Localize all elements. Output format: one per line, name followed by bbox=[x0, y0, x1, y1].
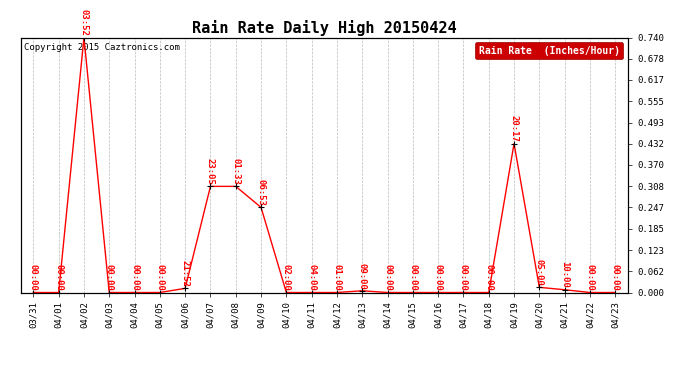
Text: 00:00: 00:00 bbox=[585, 264, 595, 291]
Text: 23:05: 23:05 bbox=[206, 158, 215, 185]
Text: 03:52: 03:52 bbox=[79, 9, 88, 36]
Text: 21:52: 21:52 bbox=[181, 260, 190, 287]
Text: 09:00: 09:00 bbox=[357, 262, 367, 290]
Text: 00:00: 00:00 bbox=[433, 264, 443, 291]
Title: Rain Rate Daily High 20150424: Rain Rate Daily High 20150424 bbox=[192, 20, 457, 36]
Text: 00:00: 00:00 bbox=[54, 264, 63, 291]
Text: 00:00: 00:00 bbox=[611, 264, 620, 291]
Text: 06:53: 06:53 bbox=[257, 179, 266, 206]
Text: 00:00: 00:00 bbox=[130, 264, 139, 291]
Text: 10:00: 10:00 bbox=[560, 261, 569, 288]
Text: 04:00: 04:00 bbox=[307, 264, 316, 291]
Text: 00:00: 00:00 bbox=[105, 264, 114, 291]
Text: 00:00: 00:00 bbox=[383, 264, 392, 291]
Text: 00:00: 00:00 bbox=[155, 264, 164, 291]
Text: Copyright 2015 Caztronics.com: Copyright 2015 Caztronics.com bbox=[23, 43, 179, 52]
Text: 00:00: 00:00 bbox=[484, 264, 493, 291]
Text: 01:33: 01:33 bbox=[231, 158, 240, 185]
Legend: Rain Rate  (Inches/Hour): Rain Rate (Inches/Hour) bbox=[475, 42, 623, 59]
Text: 00:00: 00:00 bbox=[408, 264, 417, 291]
Text: 20:17: 20:17 bbox=[509, 116, 519, 142]
Text: 00:00: 00:00 bbox=[459, 264, 468, 291]
Text: 01:00: 01:00 bbox=[333, 264, 342, 291]
Text: 05:00: 05:00 bbox=[535, 259, 544, 286]
Text: 02:00: 02:00 bbox=[282, 264, 291, 291]
Text: 00:00: 00:00 bbox=[29, 264, 38, 291]
